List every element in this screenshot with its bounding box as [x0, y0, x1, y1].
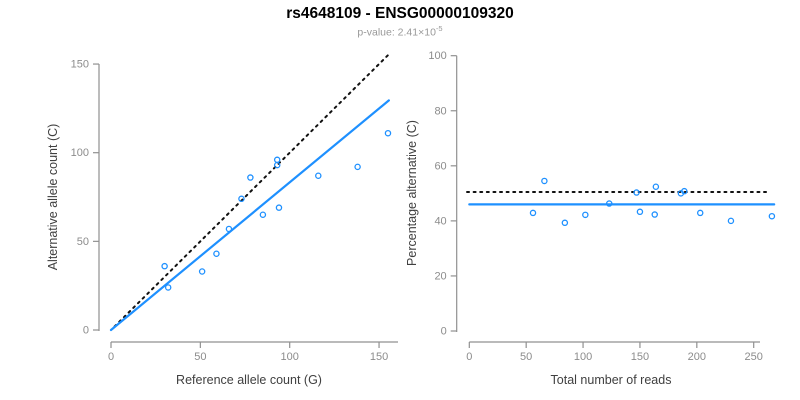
plot-subtitle: p-value: 2.41×10-5 — [0, 24, 800, 39]
data-point — [238, 195, 245, 203]
data-point — [384, 129, 392, 137]
data-point — [164, 284, 172, 291]
y-tick-label: 50 — [77, 236, 89, 248]
x-tick-label: 50 — [520, 351, 532, 363]
y-tick-label: 150 — [71, 59, 89, 71]
data-point — [768, 212, 776, 220]
x-tick-label: 150 — [631, 351, 649, 363]
y-tick-label: 60 — [434, 160, 446, 172]
y-tick-label: 0 — [441, 326, 447, 338]
data-point — [529, 209, 537, 217]
identity-line — [113, 54, 389, 328]
data-point — [161, 262, 168, 270]
data-point — [727, 217, 735, 225]
pvalue-text: p-value: 2.41×10 — [357, 26, 436, 39]
data-point — [198, 268, 206, 275]
x-axis-label: Reference allele count (G) — [176, 373, 322, 387]
y-tick-label: 80 — [434, 105, 446, 117]
y-tick-label: 0 — [83, 325, 89, 337]
x-tick-label: 250 — [745, 351, 763, 363]
y-tick-label: 100 — [428, 50, 446, 62]
data-point — [636, 208, 644, 216]
data-point — [541, 177, 548, 185]
y-tick-label: 20 — [434, 270, 446, 282]
x-tick-label: 100 — [281, 351, 299, 363]
data-point — [275, 204, 283, 211]
pvalue-exponent: -5 — [435, 24, 443, 33]
data-point — [561, 219, 569, 227]
x-tick-label: 100 — [574, 351, 592, 363]
data-point — [651, 211, 658, 218]
data-point — [652, 183, 660, 190]
data-point — [259, 211, 267, 219]
x-tick-label: 200 — [688, 351, 706, 363]
data-point — [633, 189, 640, 196]
data-point — [696, 209, 704, 217]
data-point — [354, 163, 361, 171]
data-point — [582, 211, 589, 219]
y-axis-label: Percentage alternative (C) — [405, 120, 419, 266]
y-tick-label: 40 — [434, 215, 446, 227]
x-tick-label: 50 — [194, 351, 206, 363]
plot-title: rs4648109 - ENSG00000109320 — [286, 5, 514, 22]
x-axis-label: Total number of reads — [551, 373, 672, 387]
fit-line — [109, 99, 390, 332]
y-tick-label: 100 — [71, 147, 89, 159]
data-point — [681, 187, 688, 195]
data-point — [315, 172, 322, 179]
x-tick-label: 0 — [466, 351, 472, 363]
data-point — [605, 200, 613, 207]
data-point — [213, 250, 220, 258]
data-point — [273, 156, 281, 164]
data-point — [225, 225, 233, 233]
data-point — [247, 174, 254, 181]
x-tick-label: 150 — [370, 351, 388, 363]
y-axis-label: Alternative allele count (C) — [46, 124, 60, 271]
x-tick-label: 0 — [108, 351, 114, 363]
